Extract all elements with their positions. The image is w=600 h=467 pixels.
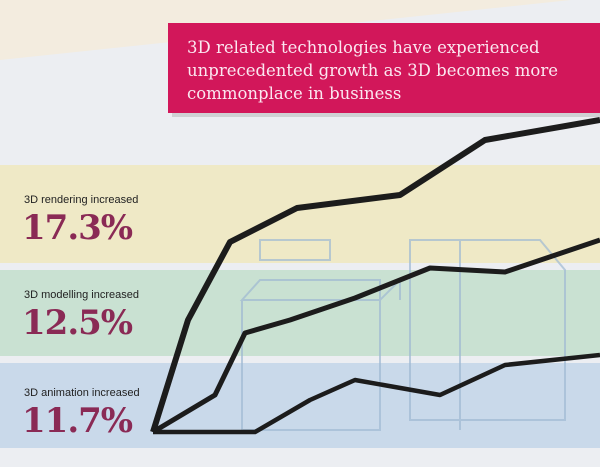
animation-value: 11.7% bbox=[22, 401, 133, 441]
rendering-value: 17.3% bbox=[22, 208, 133, 248]
modelling-band bbox=[0, 270, 600, 356]
modelling-value: 12.5% bbox=[22, 303, 133, 343]
rendering-label: 3D rendering increased bbox=[24, 194, 139, 206]
animation-label: 3D animation increased bbox=[24, 387, 140, 399]
modelling-label: 3D modelling increased bbox=[24, 289, 139, 301]
modelling-line bbox=[151, 237, 600, 435]
headline-banner: 3D related technologies have experienced… bbox=[168, 23, 600, 113]
rendering-band bbox=[0, 165, 600, 263]
animation-line bbox=[153, 352, 600, 435]
headline-text: 3D related technologies have experienced… bbox=[187, 38, 559, 103]
